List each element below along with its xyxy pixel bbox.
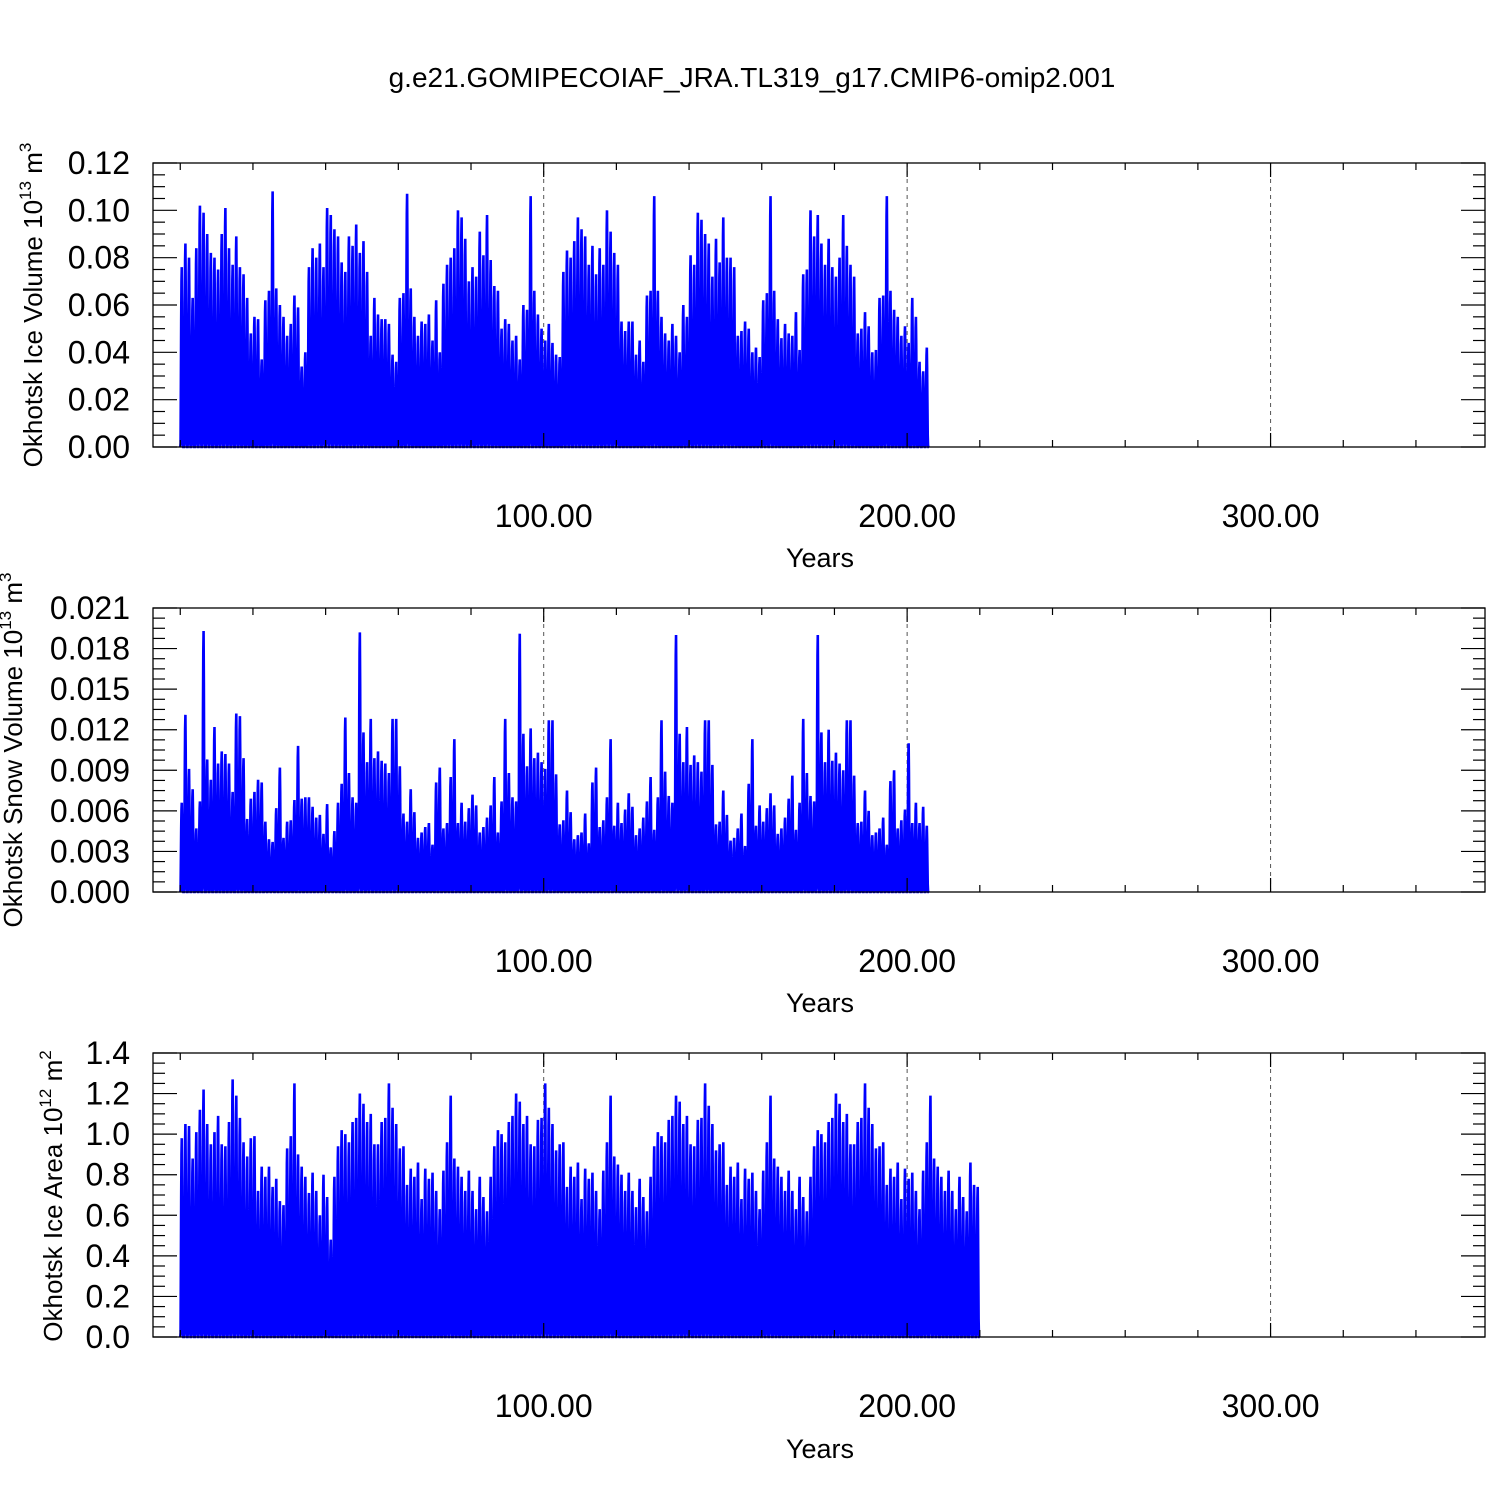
x-tick-label: 300.00	[1222, 1388, 1320, 1424]
y-tick-label: 1.4	[86, 1035, 130, 1071]
y-axis-label-exponent: 12	[36, 1089, 55, 1108]
y-tick-label: 0.06	[68, 287, 130, 323]
x-axis-label: Years	[786, 1434, 854, 1464]
y-axis-label-unit: m	[0, 582, 28, 611]
y-tick-label: 0.04	[68, 334, 130, 370]
y-tick-label: 0.0	[86, 1319, 130, 1355]
y-axis-label-unit-exponent: 3	[16, 143, 35, 152]
y-axis-label: Okhotsk Ice Area 1012 m2	[36, 1050, 68, 1341]
y-tick-label: 0.08	[68, 240, 130, 276]
y-tick-label: 0.018	[50, 631, 130, 667]
y-tick-label: 0.012	[50, 712, 130, 748]
panel-ice-area: Okhotsk Ice Area 1012 m2 Years 100.00 200…	[36, 1035, 1486, 1464]
x-tick-label: 300.00	[1222, 943, 1320, 979]
y-axis-label-exponent: 13	[0, 611, 15, 630]
y-tick-label: 0.12	[68, 145, 130, 181]
y-axis-label-text: Okhotsk Ice Area 10	[38, 1108, 68, 1342]
panel-ice-volume: Okhotsk Ice Volume 1013 m3 Years 100.00 2…	[16, 143, 1486, 573]
panel-snow-volume: Okhotsk Snow Volume 1013 m3 Years 100.00…	[0, 573, 1486, 1018]
y-axis-label-unit: m	[18, 152, 48, 181]
y-tick-label: 0.015	[50, 671, 130, 707]
y-tick-label: 0.4	[86, 1238, 130, 1274]
y-tick-label: 0.6	[86, 1197, 130, 1233]
y-axis-label-text: Okhotsk Ice Volume 10	[18, 200, 48, 467]
y-axis-label: Okhotsk Snow Volume 1013 m3	[0, 573, 28, 928]
y-tick-label: 0.009	[50, 752, 130, 788]
x-axis-label: Years	[786, 988, 854, 1018]
x-tick-label: 200.00	[858, 943, 956, 979]
y-axis-label-unit: m	[38, 1060, 68, 1089]
x-tick-label: 200.00	[858, 1388, 956, 1424]
x-tick-label: 200.00	[858, 498, 956, 534]
y-tick-label: 0.00	[68, 429, 130, 465]
y-tick-label: 0.021	[50, 590, 130, 626]
y-axis-label: Okhotsk Ice Volume 1013 m3	[16, 143, 48, 468]
y-axis-label-text: Okhotsk Snow Volume 10	[0, 630, 28, 928]
y-tick-label: 1.2	[86, 1076, 130, 1112]
y-tick-label: 0.2	[86, 1278, 130, 1314]
x-tick-label: 100.00	[495, 943, 593, 979]
figure-title: g.e21.GOMIPECOIAF_JRA.TL319_g17.CMIP6-om…	[389, 62, 1116, 93]
x-tick-label: 300.00	[1222, 498, 1320, 534]
y-tick-label: 0.8	[86, 1157, 130, 1193]
y-tick-label: 0.10	[68, 192, 130, 228]
y-axis-label-exponent: 13	[16, 181, 35, 200]
y-tick-label: 0.006	[50, 793, 130, 829]
y-tick-label: 0.000	[50, 874, 130, 910]
y-tick-label: 1.0	[86, 1116, 130, 1152]
y-tick-label: 0.003	[50, 833, 130, 869]
y-tick-label: 0.02	[68, 382, 130, 418]
y-axis-label-unit-exponent: 2	[36, 1050, 55, 1059]
x-axis-label: Years	[786, 543, 854, 573]
x-tick-label: 100.00	[495, 1388, 593, 1424]
y-axis-label-unit-exponent: 3	[0, 573, 15, 582]
x-tick-label: 100.00	[495, 498, 593, 534]
